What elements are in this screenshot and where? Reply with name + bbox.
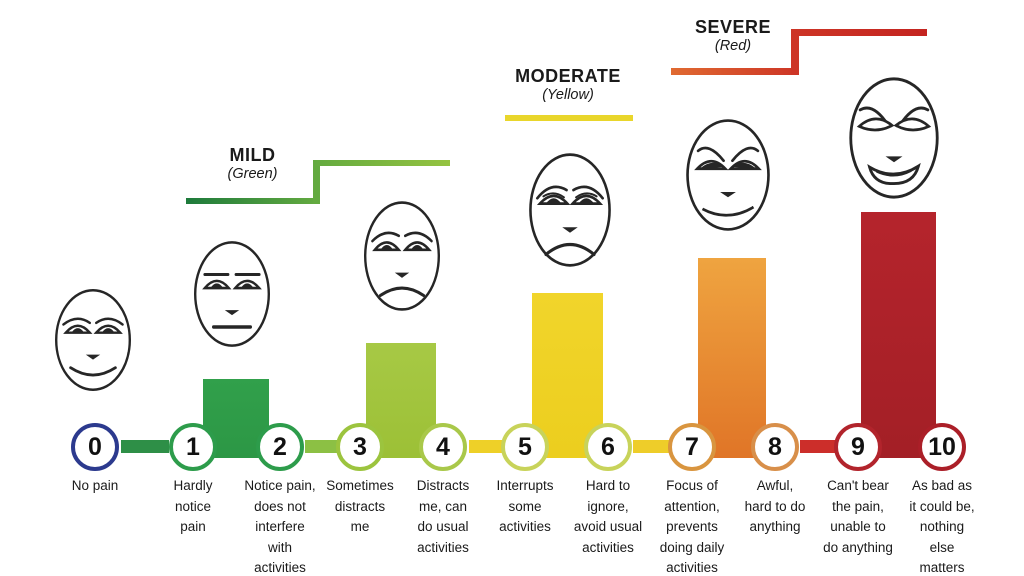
pain-level-description-3: Sometimes distracts me (326, 478, 394, 534)
pain-face-anguished-icon (849, 77, 939, 199)
pain-level-circle-10: 10 (918, 423, 966, 471)
connector-2-3 (305, 440, 337, 453)
band-moderate-title: MODERATE (515, 66, 621, 86)
pain-level-description-9: Can't bear the pain, unable to do anythi… (823, 478, 893, 555)
pain-level-number-10: 10 (928, 432, 956, 461)
band-mild-color-note: (Green) (227, 166, 278, 182)
band-mild-title: MILD (229, 145, 276, 165)
pain-level-number-5: 5 (518, 432, 532, 461)
intensity-bar-9-10 (861, 212, 936, 458)
severity-band-severe-label: SEVERE (Red) (663, 17, 803, 55)
severity-band-moderate-label: MODERATE (Yellow) (498, 66, 638, 104)
pain-level-description-4: Distracts me, can do usual activities (416, 478, 470, 555)
pain-face-smiling-icon (54, 289, 131, 391)
band-line-mild-step (313, 160, 320, 204)
pain-level-circle-6: 6 (584, 423, 632, 471)
pain-level-description-6: Hard to ignore, avoid usual activities (573, 478, 643, 555)
band-line-severe-low (671, 68, 798, 75)
pain-level-circle-5: 5 (501, 423, 549, 471)
pain-level-description-10: As bad as it could be, nothing else matt… (909, 478, 975, 575)
band-line-mild-high (313, 160, 450, 166)
band-line-severe-high (791, 29, 927, 36)
pain-face-distressed-icon (686, 119, 770, 231)
intensity-bar-7-8 (698, 258, 766, 458)
pain-level-description-2: Notice pain, does not interfere with act… (244, 478, 316, 575)
connector-6-7 (633, 440, 669, 453)
pain-level-number-6: 6 (601, 432, 615, 461)
pain-level-number-4: 4 (436, 432, 450, 461)
pain-level-description-5: Interrupts some activities (496, 478, 554, 534)
severity-band-mild-label: MILD (Green) (185, 145, 320, 183)
connector-0-1 (121, 440, 169, 453)
pain-level-number-8: 8 (768, 432, 782, 461)
band-line-moderate (505, 115, 633, 121)
pain-level-circle-2: 2 (256, 423, 304, 471)
pain-level-circle-3: 3 (336, 423, 384, 471)
pain-level-number-1: 1 (186, 432, 200, 461)
pain-level-circle-8: 8 (751, 423, 799, 471)
band-severe-title: SEVERE (694, 17, 772, 37)
connector-4-5 (469, 440, 502, 453)
pain-level-circle-0: 0 (71, 423, 119, 471)
band-severe-color-note: (Red) (714, 38, 752, 54)
pain-level-description-1: Hardly notice pain (173, 478, 213, 534)
pain-level-description-8: Awful, hard to do anything (744, 478, 806, 534)
pain-level-circle-4: 4 (419, 423, 467, 471)
pain-face-slight-frown-icon (364, 201, 440, 311)
band-moderate-color-note: (Yellow) (542, 87, 594, 103)
pain-level-description-0: No pain (71, 478, 119, 493)
pain-level-circle-7: 7 (668, 423, 716, 471)
pain-level-number-0: 0 (88, 432, 102, 461)
pain-face-neutral-icon (194, 241, 270, 347)
pain-level-description-7: Focus of attention, prevents doing daily… (659, 478, 725, 575)
band-line-mild-low (186, 198, 316, 204)
pain-level-circle-1: 1 (169, 423, 217, 471)
pain-level-number-2: 2 (273, 432, 287, 461)
pain-face-sad-icon (529, 153, 611, 267)
pain-level-number-3: 3 (353, 432, 367, 461)
pain-level-number-9: 9 (851, 432, 865, 461)
pain-level-circle-9: 9 (834, 423, 882, 471)
band-line-severe-step (791, 29, 799, 75)
pain-level-number-7: 7 (685, 432, 699, 461)
connector-8-9 (800, 440, 835, 453)
